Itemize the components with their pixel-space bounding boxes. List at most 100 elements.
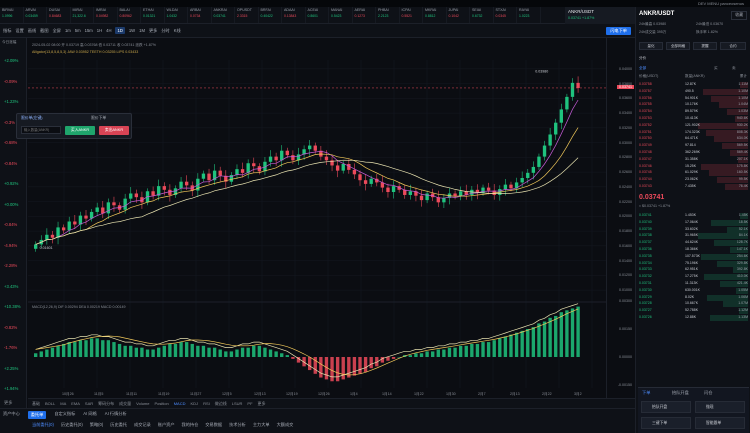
action-contract[interactable]: 合约 xyxy=(720,42,746,50)
trade-btn-close[interactable]: 抛现 xyxy=(695,401,745,413)
ticker-item[interactable]: SEIAI 0.6732 xyxy=(470,7,494,23)
toolbar-item[interactable]: 设置 xyxy=(15,27,24,33)
bid-row[interactable]: 0.03737 44.624K 128.7K xyxy=(639,240,748,247)
toolbar-item[interactable]: 指标 xyxy=(3,27,12,33)
ask-row[interactable]: 0.03753 10.413K 940.6K xyxy=(639,116,748,123)
toolbar-item[interactable]: 1H xyxy=(96,28,103,33)
indicator-tab[interactable]: 筹码分布 xyxy=(98,400,115,406)
bid-row[interactable]: 0.03731 11.313K 421.4K xyxy=(639,281,748,288)
watchlist-change[interactable]: +0.92% xyxy=(4,181,19,186)
trade-tab-order[interactable]: 下单 xyxy=(642,390,651,395)
indicator-tab[interactable]: EMA xyxy=(71,401,80,406)
ask-row[interactable]: 0.03756 54.901K 1.10M xyxy=(639,95,748,103)
book-tab-sell[interactable]: 卖 xyxy=(732,66,736,70)
buy-button[interactable]: 买入ANKR xyxy=(65,126,95,135)
order-subtab[interactable]: 我的持仓 xyxy=(181,422,199,427)
indicator-tab[interactable]: 更多 xyxy=(257,400,266,406)
watchlist-change[interactable]: -0.09% xyxy=(4,78,18,84)
order-subtab[interactable]: 技术分析 xyxy=(229,422,246,427)
kline-chart[interactable]: 2024-05-02 08:00 开 0.03719 高 0.03768 低 0… xyxy=(28,38,606,398)
ticker-item[interactable]: ACEAI 0.8601 xyxy=(306,7,329,23)
toolbar-item[interactable]: 分时 xyxy=(161,27,170,33)
watchlist-change[interactable]: -0.3% xyxy=(4,119,15,125)
order-quantity-input[interactable] xyxy=(21,126,61,134)
ticker-item[interactable]: BALAI 0.80962 xyxy=(118,7,141,23)
watchlist-change[interactable]: -0.68% xyxy=(4,140,18,145)
toolbar-item[interactable]: 全屏 xyxy=(52,27,61,33)
ticker-item[interactable]: AERAI 0.1273 xyxy=(353,7,376,23)
trade-btn-queue-open[interactable]: 抬队开盘 xyxy=(641,401,691,413)
favorite-button[interactable]: 收藏 xyxy=(731,11,747,20)
ask-row[interactable]: 0.03754 89.579K 1.03M xyxy=(639,109,748,116)
ticker-item[interactable]: ARBAI 0.0734 xyxy=(188,7,212,23)
watchlist-change[interactable]: -2.28% xyxy=(4,263,18,268)
ask-row[interactable]: 0.03750 64.471K 634.0K xyxy=(639,136,748,143)
sell-button[interactable]: 卖出ANKR xyxy=(99,126,129,135)
action-grid[interactable]: 全部网格 xyxy=(666,42,690,50)
ticker-item[interactable]: ANKRAI 0.03741 xyxy=(212,7,235,23)
watchlist-change[interactable]: +1.94% xyxy=(4,386,19,391)
toolbar-item[interactable]: 4H xyxy=(106,28,112,33)
toolbar-item[interactable]: 更多 xyxy=(148,27,158,33)
order-subtab[interactable]: 策略(0) xyxy=(89,422,104,427)
chart-svg[interactable]: 2024-05-02 08:00 开 0.03719 高 0.03768 低 0… xyxy=(28,38,606,398)
watchlist-change[interactable]: +2.25% xyxy=(4,365,19,371)
watchlist-change[interactable]: -0.84% xyxy=(4,222,18,227)
ask-row[interactable]: 0.03746 15.25K 175.8K xyxy=(639,163,748,171)
ticker-item[interactable]: ETHAI 0.01321 xyxy=(141,7,165,23)
ticker-item[interactable]: MKRAI 0.8812 xyxy=(423,7,447,23)
bottom-tab[interactable]: 委托单 xyxy=(27,411,47,419)
toolbar-item[interactable]: 5m xyxy=(74,28,81,33)
ticker-item[interactable]: MANAI 0.5423 xyxy=(329,7,353,23)
order-subtab[interactable]: 大额成交 xyxy=(276,422,294,427)
ask-row[interactable]: 0.03752 121.902K 930.2K xyxy=(639,122,748,130)
action-alert[interactable]: 提醒 xyxy=(693,42,717,50)
bid-row[interactable]: 0.03733 62.951K 392.8K xyxy=(639,267,748,274)
watchlist-change[interactable]: -0.84% xyxy=(4,160,18,166)
watchlist-more[interactable]: 更多 xyxy=(4,400,13,405)
indicator-tab[interactable]: SAR xyxy=(84,401,94,406)
active-ticker-tab[interactable]: ANKR/USDT 0.03741 +1.87% xyxy=(565,7,635,24)
order-mode-select[interactable]: 限价下单 xyxy=(91,116,107,120)
bid-row[interactable]: 0.03734 75.196K 329.8K xyxy=(639,260,748,268)
indicator-tab[interactable]: 成交量 xyxy=(119,400,132,406)
watchlist-change[interactable]: +0.00% xyxy=(4,201,19,207)
indicator-tab[interactable]: 基础 xyxy=(32,400,40,406)
bid-row[interactable]: 0.03727 52.788K 1.12M xyxy=(639,308,748,315)
flash-order-button[interactable]: 闪电下单 xyxy=(606,26,631,35)
trade-tab-queue[interactable]: 抬队开盘 xyxy=(672,390,689,395)
bid-row[interactable]: 0.03736 18.366K 147.1K xyxy=(639,247,748,254)
toolbar-item[interactable]: 截图 xyxy=(40,27,49,33)
trade-btn-three-key[interactable]: 三键下单 xyxy=(641,417,691,429)
toolbar-item[interactable]: 1W xyxy=(128,28,136,33)
toolbar-item[interactable]: 画线 xyxy=(27,27,37,33)
bottom-tab[interactable]: 自定义指标 xyxy=(54,411,76,416)
ask-row[interactable]: 0.03744 23.062K 99.5K xyxy=(639,177,748,184)
indicator-tab[interactable]: BOLL xyxy=(45,401,56,406)
bid-row[interactable]: 0.03741 1.453K 1.45K xyxy=(639,213,748,220)
order-subtab[interactable]: 当前委托(0) xyxy=(32,422,54,427)
ticker-item[interactable]: ADAAI 0.13843 xyxy=(282,7,306,23)
order-subtab[interactable]: 账户资产 xyxy=(157,422,175,427)
indicator-tab[interactable]: PF xyxy=(247,401,253,406)
watchlist-change[interactable]: -0.82% xyxy=(4,324,18,330)
ticker-item[interactable]: BRFAI 0.40422 xyxy=(259,7,282,23)
ticker-item[interactable]: JUPAI 0.1042 xyxy=(447,7,470,23)
bid-row[interactable]: 0.03740 17.064K 18.5K xyxy=(639,219,748,227)
indicator-tab[interactable]: Volume xyxy=(136,401,150,406)
ask-row[interactable]: 0.03758 12.87K 1.11M xyxy=(639,82,748,89)
trade-btn-copy[interactable]: 智能跟单 xyxy=(695,417,745,429)
ticker-item[interactable]: WLDAI 1.0432 xyxy=(165,7,188,23)
ask-row[interactable]: 0.03749 97.814 569.5K xyxy=(639,143,748,150)
ask-row[interactable]: 0.03748 362.269K 569.4K xyxy=(639,150,748,157)
ask-row[interactable]: 0.03747 31.358K 207.1K xyxy=(639,156,748,164)
bid-row[interactable]: 0.03739 33.602K 52.1K xyxy=(639,226,748,234)
book-tab-buy[interactable]: 买 xyxy=(714,66,718,70)
ticker-item[interactable]: RAYAI 1.0223 xyxy=(517,7,541,23)
ask-row[interactable]: 0.03751 174.323K 808.3K xyxy=(639,129,748,137)
price-axis[interactable]: 0.04000 0.03800 0.03600 0.03400 0.03200 0.030… xyxy=(606,38,635,398)
bid-row[interactable]: 0.03738 31.965K 84.1K xyxy=(639,233,748,240)
ticker-item[interactable]: BIRVAI 1.0996 xyxy=(0,7,24,23)
toolbar-item[interactable]: 15m xyxy=(84,28,93,33)
toolbar-item[interactable]: 1M xyxy=(139,28,145,33)
